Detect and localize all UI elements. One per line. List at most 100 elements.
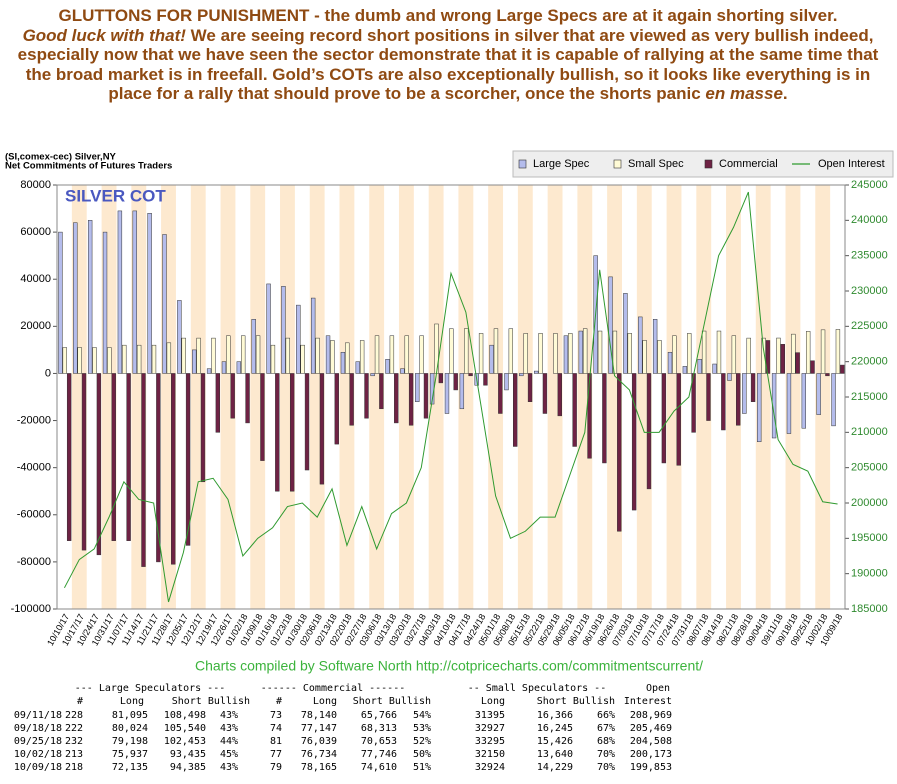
bar (221, 361, 227, 374)
chart-subtitle: Net Commitments of Futures Traders (5, 161, 172, 172)
table-cell: 77,147 (301, 723, 337, 734)
table-cell: 67% (597, 723, 615, 734)
bar (92, 347, 97, 374)
bar (444, 373, 450, 414)
bar (415, 373, 420, 402)
headline-text: en masse (705, 84, 783, 103)
bar (81, 373, 87, 551)
table-cell: 73 (270, 710, 282, 721)
bar (727, 373, 732, 381)
bar (820, 329, 826, 374)
stripe (428, 185, 444, 609)
table-cell: 43% (220, 762, 238, 773)
bar (334, 373, 339, 445)
bar (617, 373, 622, 532)
bar (315, 337, 320, 374)
bar (742, 373, 747, 414)
bar (211, 337, 216, 374)
bar (136, 344, 142, 374)
stripe (666, 185, 682, 609)
y-tick-label: -100000 (11, 603, 51, 615)
stripe (369, 185, 385, 609)
y2-tick-label: 220000 (851, 356, 888, 368)
bar (156, 373, 161, 563)
bar (340, 351, 346, 374)
table-cell: 14,229 (537, 762, 573, 773)
table-cell: 44% (220, 736, 238, 747)
bar (638, 316, 643, 374)
table-cell: 204,508 (630, 736, 672, 747)
bar (73, 222, 78, 374)
table-cell: 31395 (475, 710, 505, 721)
y-tick-label: -60000 (17, 509, 51, 521)
legend-swatch (518, 159, 527, 169)
bar (791, 333, 796, 374)
table-column-header: Long (313, 696, 337, 707)
stripe (458, 185, 474, 609)
table-cell: 68% (597, 736, 615, 747)
bar (676, 373, 681, 466)
table-cell: 81 (270, 736, 282, 747)
table-cell: 74,610 (361, 762, 397, 773)
credit: Charts compiled by Software North http:/… (195, 658, 703, 674)
bar (364, 373, 369, 419)
stripe (398, 185, 414, 609)
bar (805, 331, 811, 374)
bar (389, 335, 395, 374)
y2-tick-label: 195000 (851, 532, 888, 544)
bar (255, 335, 261, 374)
headline: GLUTTONS FOR PUNISHMENT - the dumb and w… (8, 6, 888, 104)
bar (608, 276, 613, 374)
table-cell: 10/02/18 (14, 749, 62, 760)
bar (230, 373, 235, 419)
bar (810, 360, 815, 374)
bar (325, 335, 331, 374)
table-cell: 102,453 (164, 736, 206, 747)
bar (107, 347, 112, 374)
bar (459, 373, 465, 410)
table-group-header: -- Small Speculators -- (468, 683, 606, 694)
bar (508, 328, 514, 374)
bar (77, 347, 82, 374)
table-cell: 78,165 (301, 762, 337, 773)
bar (310, 297, 316, 374)
legend-box (512, 150, 894, 178)
bar (568, 333, 573, 374)
bar (672, 335, 677, 374)
y2-tick-label: 235000 (851, 250, 888, 262)
bar (408, 373, 414, 426)
table-cell: 228 (65, 710, 83, 721)
headline-text: GLUTTONS FOR PUNISHMENT - the dumb and w… (58, 6, 838, 25)
bar (721, 373, 726, 431)
bar (493, 328, 499, 374)
bar (642, 340, 647, 374)
bar (241, 335, 246, 374)
table-column-header: Long (481, 696, 505, 707)
bar (780, 344, 785, 374)
stripe (488, 185, 504, 609)
table-cell: 15,426 (537, 736, 573, 747)
chart: (SI,comex-cec) Silver,NY Net Commitments… (5, 150, 894, 674)
table-cell: 213 (65, 749, 83, 760)
bar (597, 330, 603, 374)
bar (831, 373, 836, 427)
bar (538, 333, 543, 374)
bar (141, 373, 146, 567)
y2-tick-label: 215000 (851, 391, 888, 403)
bar (281, 286, 286, 374)
bar (527, 373, 533, 402)
bar (627, 333, 632, 374)
table-cell: 16,245 (537, 723, 573, 734)
bar (572, 373, 577, 447)
bar (355, 361, 360, 374)
table-column-header: Short Bullish (537, 696, 615, 707)
bar (825, 373, 830, 377)
bar (62, 347, 67, 374)
y2-tick-label: 225000 (851, 320, 888, 332)
table-cell: 80,024 (112, 723, 148, 734)
bar (171, 373, 176, 565)
bar (687, 333, 692, 374)
bar (266, 283, 271, 374)
table-cell: 81,095 (112, 710, 148, 721)
headline-text: Good luck with that! (22, 25, 186, 45)
